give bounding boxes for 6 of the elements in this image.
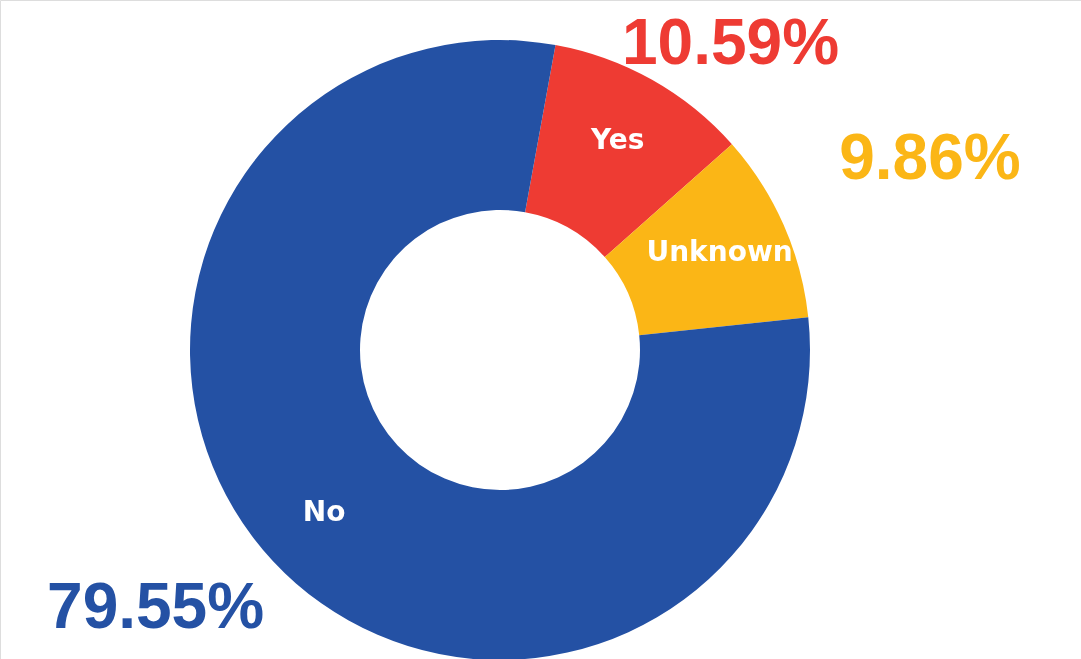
data-label: 9.86% (839, 121, 1021, 194)
data-label: 79.55% (47, 570, 265, 642)
slice-label: No (302, 495, 346, 529)
data-label: 10.59% (622, 6, 840, 78)
slice-label: Unknown (646, 235, 793, 269)
slice-label: Yes (590, 122, 645, 156)
